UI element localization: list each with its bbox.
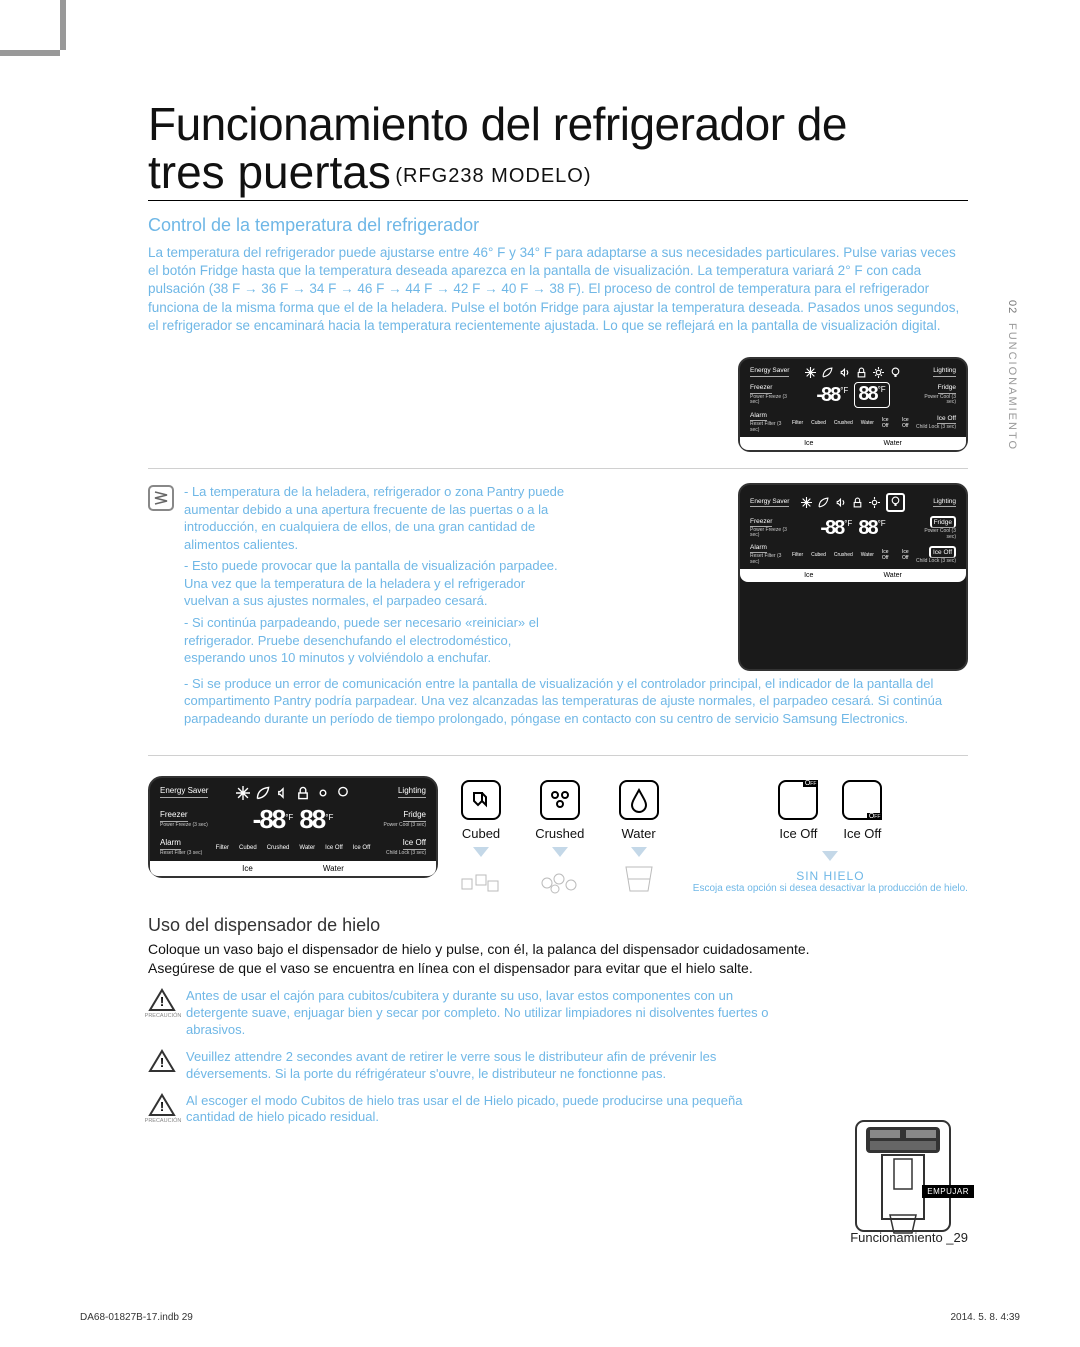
doc-footer: DA68-01827B-17.indb 29 2014. 5. 8. 4:39 xyxy=(80,1312,1020,1323)
note-bullet-3: - Si se produce un error de comunicación… xyxy=(184,675,968,728)
leaf-icon xyxy=(822,367,833,378)
lock-icon xyxy=(296,786,310,800)
bulb-highlight xyxy=(886,493,905,512)
sound-icon xyxy=(835,497,846,508)
note-bullet-2: - Si continúa parpadeando, puede ser nec… xyxy=(184,614,571,667)
panel-left-0: Energy Saver xyxy=(750,367,789,376)
svg-text:!: ! xyxy=(160,1055,164,1070)
control-panel-3: Energy Saver Lighting FreezerPower Freez… xyxy=(148,776,438,877)
dispenser-figure: EMPUJAR xyxy=(838,1115,968,1245)
dispenser-modes: Cubed Crushed xyxy=(458,776,968,895)
arrow-down-icon xyxy=(552,847,568,857)
side-tab-text: FUNCIONAMIENTO xyxy=(1006,323,1018,451)
cubed-result xyxy=(458,861,504,895)
seg-display: -88°F 88°F xyxy=(816,382,889,408)
temp-control-heading: Control de la temperatura del refrigerad… xyxy=(148,215,968,236)
sun-icon xyxy=(873,367,884,378)
off-badge: OFF xyxy=(867,813,883,820)
dispenser-section: Energy Saver Lighting FreezerPower Freez… xyxy=(148,776,968,895)
temp-control-body: La temperatura del refrigerador puede aj… xyxy=(148,244,968,335)
ice-use-p1: Coloque un vaso bajo el dispensador de h… xyxy=(148,940,968,959)
side-tab-num: 02 xyxy=(1006,300,1018,314)
note-bullet-0: - La temperatura de la heladera, refrige… xyxy=(184,483,571,553)
caution-row-1: ! Veuillez attendre 2 secondes avant de … xyxy=(148,1049,788,1083)
svg-text:!: ! xyxy=(160,1099,164,1114)
caution-triangle-icon: ! xyxy=(148,1049,176,1073)
water-icon xyxy=(619,780,659,820)
panel-left-1: Freezer xyxy=(750,384,772,393)
sound-icon xyxy=(276,786,290,800)
mode-crushed: Crushed xyxy=(535,780,584,895)
footer-left: DA68-01827B-17.indb 29 xyxy=(80,1312,193,1323)
bulb-icon xyxy=(336,786,350,800)
iceoff-icon: OFF xyxy=(842,780,882,820)
iceoff-icon: OFF xyxy=(778,780,818,820)
caution-row-0: ! PRECAUCIÓN Antes de usar el cajón para… xyxy=(148,988,788,1039)
sinhielo-sub: Escoja esta opción si desea desactivar l… xyxy=(693,883,968,895)
crop-mark-vertical xyxy=(60,0,66,50)
panel-right-2: Ice Off xyxy=(937,415,956,424)
control-panel-1: Energy Saver Lighting FreezerPower Freez… xyxy=(738,357,968,452)
panel-right-1: Fridge xyxy=(938,384,956,393)
cubed-icon xyxy=(461,780,501,820)
title-underline: tres puertas (RFG238 MODELO) xyxy=(148,148,968,201)
mode-iceoff-2: OFF Ice Off xyxy=(842,780,882,841)
divider-2 xyxy=(148,755,968,756)
page-content: Funcionamiento del refrigerador de tres … xyxy=(148,100,968,1126)
panel-icon-row-1 xyxy=(792,367,914,378)
title-line-1: Funcionamiento del refrigerador de xyxy=(148,100,968,148)
caution-triangle-icon: ! PRECAUCIÓN xyxy=(148,988,176,1012)
sun-icon xyxy=(316,786,330,800)
empujar-label: EMPUJAR xyxy=(922,1185,974,1198)
mode-iceoff-1: OFF Ice Off xyxy=(778,780,818,841)
mode-cubed: Cubed xyxy=(458,780,504,895)
page-number: Funcionamiento _29 xyxy=(850,1230,968,1245)
sinhielo-title: SIN HIELO xyxy=(796,869,864,883)
crushed-icon xyxy=(540,780,580,820)
sun-icon xyxy=(869,497,880,508)
title-line-2-sub: (RFG238 MODELO) xyxy=(395,165,591,187)
panel-right-0: Lighting xyxy=(933,367,956,376)
snowflake-icon xyxy=(805,367,816,378)
note-block: - La temperatura de la heladera, refrige… xyxy=(148,483,968,670)
bulb-icon xyxy=(890,496,901,507)
water-result xyxy=(616,861,662,895)
control-panel-2: Energy Saver Lighting FreezerPower Freez… xyxy=(738,483,968,670)
off-badge: OFF xyxy=(803,780,819,787)
ice-use-p2: Asegúrese de que el vaso se encuentra en… xyxy=(148,959,968,978)
panel-bottom-bar: Ice Water xyxy=(740,437,966,450)
snowflake-icon xyxy=(236,786,250,800)
panel-left-2: Alarm xyxy=(750,412,767,421)
crushed-result xyxy=(537,861,583,895)
svg-text:!: ! xyxy=(160,994,164,1009)
side-tab: 02 FUNCIONAMIENTO xyxy=(1006,300,1020,480)
panel-icon-row-2: Filter Cubed Crushed Water Ice Off Ice O… xyxy=(792,417,914,429)
leaf-icon xyxy=(256,786,270,800)
lock-icon xyxy=(856,367,867,378)
note-icon xyxy=(148,485,174,511)
lock-icon xyxy=(852,497,863,508)
arrow-down-icon xyxy=(631,847,647,857)
caution-row-2: ! PRECAUCIÓN Al escoger el modo Cubitos … xyxy=(148,1093,788,1127)
caution-triangle-icon: ! PRECAUCIÓN xyxy=(148,1093,176,1117)
ice-use-heading: Uso del dispensador de hielo xyxy=(148,915,968,936)
leaf-icon xyxy=(818,497,829,508)
arrow-down-icon xyxy=(473,847,489,857)
crop-mark-horizontal xyxy=(0,50,60,56)
arrow-down-icon xyxy=(822,851,838,861)
sound-icon xyxy=(839,367,850,378)
divider-1 xyxy=(148,468,968,469)
note-bullet-1: - Esto puede provocar que la pantalla de… xyxy=(184,557,571,610)
mode-water: Water xyxy=(616,780,662,895)
footer-right: 2014. 5. 8. 4:39 xyxy=(950,1312,1020,1323)
snowflake-icon xyxy=(801,497,812,508)
title-line-2-main: tres puertas xyxy=(148,146,391,198)
bulb-icon xyxy=(890,367,901,378)
